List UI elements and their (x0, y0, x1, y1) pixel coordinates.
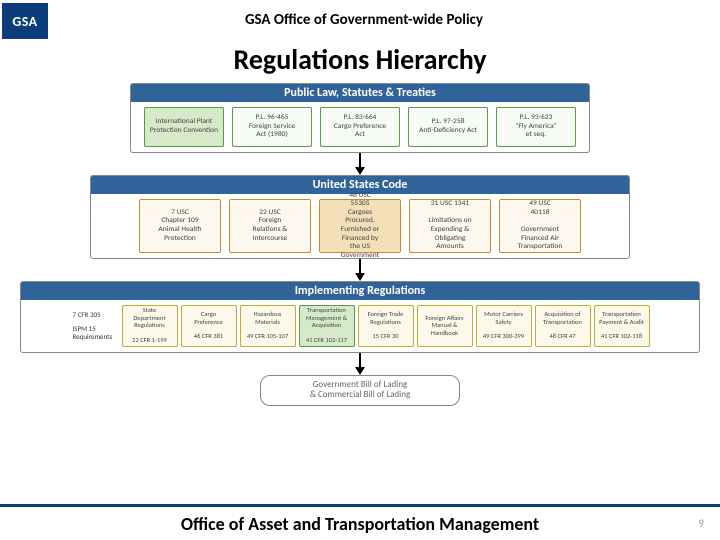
box: Motor CarriersSafety49 CFR 300-399 (476, 305, 532, 347)
tier-header: Implementing Regulations (21, 282, 699, 300)
footer: Office of Asset and Transportation Manag… (0, 504, 720, 540)
gsa-logo: GSA (2, 3, 48, 39)
label: 7 CFR 305 (73, 311, 119, 319)
box: TransportationPayment & Audit41 CFR 102-… (594, 305, 650, 347)
box: 46 USC55305CargoesProcured,Furnished orF… (319, 199, 401, 253)
arrow-down-icon (350, 353, 370, 375)
tier3-left-labels: 7 CFR 305 ISPM 15Requirements (71, 305, 119, 347)
tier-body: 7 USCChapter 109Animal HealthProtection … (91, 194, 629, 258)
bill-of-lading-pill: Government Bill of Lading& Commercial Bi… (260, 375, 460, 406)
tier-implementing-regs: Implementing Regulations 7 CFR 305 ISPM … (20, 281, 700, 353)
box: CargoPreference46 CFR 381 (181, 305, 237, 347)
box: 49 USC40118GovernmentFinanced AirTranspo… (499, 199, 581, 253)
box: TransportationManagement &Acquisition41 … (299, 305, 355, 347)
box: P.L. 96-465Foreign ServiceAct (1980) (232, 107, 312, 147)
slide-title: Regulations Hierarchy (0, 42, 720, 77)
header-title: GSA Office of Government-wide Policy (48, 11, 720, 29)
tier-us-code: United States Code 7 USCChapter 109Anima… (90, 175, 630, 259)
box: P.L. 83-664Cargo PreferenceAct (320, 107, 400, 147)
page-number: 9 (698, 517, 704, 530)
box: P.L. 93-623"Fly America"et seq. (496, 107, 576, 147)
label: ISPM 15Requirements (73, 325, 119, 340)
box: StateDepartmentRegulations22 CFR 1-199 (122, 305, 178, 347)
tier-body: 7 CFR 305 ISPM 15Requirements StateDepar… (21, 300, 699, 352)
box: HazardousMaterials49 CFR 105-107 (240, 305, 296, 347)
tier-body: International Plant Protection Conventio… (131, 102, 589, 152)
box: 7 USCChapter 109Animal HealthProtection (139, 199, 221, 253)
box: Foreign AffairsManual &Handbook (417, 305, 473, 347)
arrow-down-icon (350, 259, 370, 281)
diagram: Public Law, Statutes & Treaties Internat… (20, 83, 700, 406)
box: P.L. 97-258Anti-Deficiency Act (408, 107, 488, 147)
arrow-down-icon (350, 153, 370, 175)
box: 31 USC 1341Limitations onExpending &Obli… (409, 199, 491, 253)
header: GSA GSA Office of Government-wide Policy (0, 0, 720, 40)
box: Foreign TradeRegulations15 CFR 30 (358, 305, 414, 347)
footer-title: Office of Asset and Transportation Manag… (0, 513, 720, 535)
box: 22 USCForeignRelations &Intercourse (229, 199, 311, 253)
tier-public-law: Public Law, Statutes & Treaties Internat… (130, 83, 590, 153)
tier-header: Public Law, Statutes & Treaties (131, 84, 589, 102)
box: Acquisition ofTransportation48 CFR 47 (535, 305, 591, 347)
box: International Plant Protection Conventio… (144, 107, 224, 147)
